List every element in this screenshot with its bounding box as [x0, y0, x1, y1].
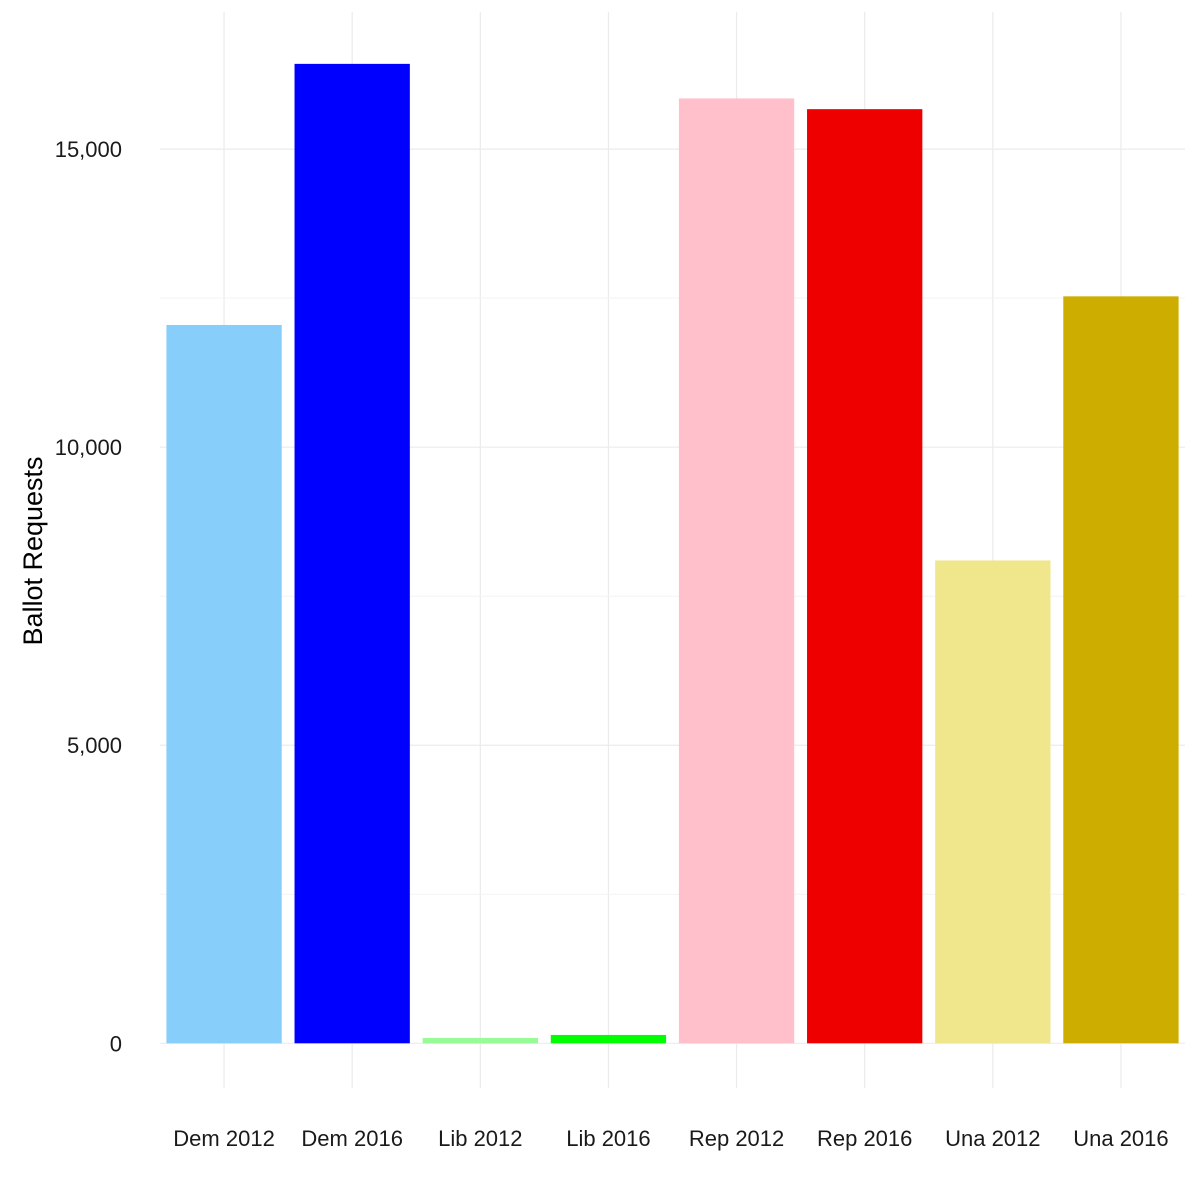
- x-tick-label: Lib 2012: [438, 1126, 522, 1151]
- bar-dem-2016: [294, 63, 410, 1044]
- y-tick-label: 0: [110, 1031, 122, 1056]
- y-tick-label: 5,000: [67, 733, 122, 758]
- y-axis-title: Ballot Requests: [18, 456, 48, 645]
- x-tick-label: Rep 2012: [689, 1126, 784, 1151]
- bar-lib-2012: [422, 1037, 538, 1044]
- bar-lib-2016: [550, 1034, 667, 1044]
- bar-rep-2012: [678, 98, 795, 1044]
- bar-dem-2012: [166, 324, 282, 1044]
- x-tick-label: Rep 2016: [817, 1126, 912, 1151]
- bars: [166, 63, 1179, 1044]
- x-axis-ticks: Dem 2012 Dem 2016 Lib 2012 Lib 2016 Rep 2012…: [173, 1126, 1168, 1151]
- bar-rep-2016: [807, 109, 923, 1044]
- bar-una-2012: [935, 560, 1051, 1044]
- y-tick-label: 10,000: [55, 435, 122, 460]
- y-tick-label: 15,000: [55, 137, 122, 162]
- x-tick-label: Una 2012: [945, 1126, 1040, 1151]
- bar-una-2016: [1063, 296, 1179, 1044]
- x-tick-label: Dem 2012: [173, 1126, 275, 1151]
- x-tick-label: Una 2016: [1073, 1126, 1168, 1151]
- y-axis-ticks: 0 5,000 10,000 15,000: [55, 137, 122, 1056]
- x-tick-label: Dem 2016: [301, 1126, 403, 1151]
- x-tick-label: Lib 2016: [566, 1126, 650, 1151]
